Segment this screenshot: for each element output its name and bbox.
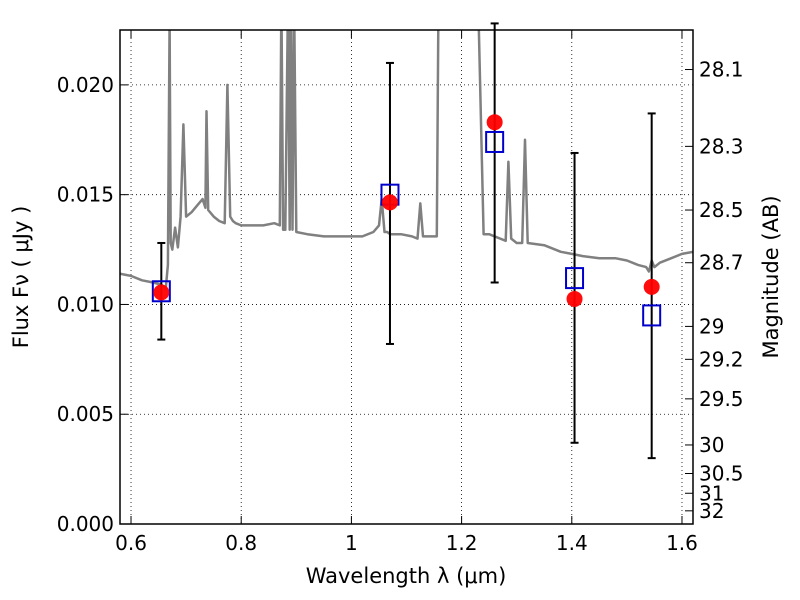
y-tick-label: 0.015	[57, 183, 114, 207]
axis-ticks: 0.6 0.8 1 1.2 1.4 1.6 0.000 0.005 0.010 0.015 0.02…	[57, 30, 744, 555]
observed-flux-point	[643, 278, 660, 295]
magnitude-tick-label: 28.3	[699, 134, 744, 158]
y-tick-label: 0.000	[57, 512, 114, 536]
plot-series	[120, 30, 693, 291]
x-tick-label: 1	[345, 531, 358, 555]
spectrum-line	[120, 30, 693, 291]
model-square-point	[642, 304, 662, 327]
magnitude-tick-label: 30.5	[699, 462, 744, 486]
x-tick-label: 1.4	[556, 531, 588, 555]
observed-flux-point	[566, 290, 583, 307]
grid-lines	[120, 30, 693, 525]
y-axis-label-left: Flux Fν ( μJy )	[9, 206, 33, 349]
observed-flux-point	[381, 194, 398, 211]
y-tick-label: 0.010	[57, 292, 114, 316]
plot-frame	[119, 29, 694, 525]
magnitude-tick-label: 28.5	[699, 198, 744, 222]
x-tick-label: 1.6	[666, 531, 698, 555]
magnitude-tick-label: 30	[699, 433, 724, 457]
model-square-point	[485, 130, 505, 153]
y-axis-label-right: Magnitude (AB)	[759, 195, 783, 358]
magnitude-tick-label: 29.5	[699, 387, 744, 411]
magnitude-tick-label: 29	[699, 314, 724, 338]
magnitude-tick-label: 28.7	[699, 251, 744, 275]
observed-flux-point	[153, 284, 170, 301]
x-tick-label: 1.2	[446, 531, 478, 555]
model-square-point	[151, 280, 171, 303]
x-axis-label: Wavelength λ (μm)	[306, 564, 507, 588]
x-tick-label: 0.6	[115, 531, 147, 555]
y-tick-label: 0.005	[57, 402, 114, 426]
y-tick-label: 0.020	[57, 73, 114, 97]
observed-flux-point	[486, 114, 503, 131]
x-tick-label: 0.8	[225, 531, 257, 555]
model-square-point	[565, 267, 585, 290]
magnitude-tick-label: 31	[699, 481, 724, 505]
magnitude-tick-label: 32	[699, 499, 724, 523]
magnitude-tick-label: 29.2	[699, 347, 744, 371]
magnitude-tick-label: 28.1	[699, 58, 744, 82]
data-markers	[151, 22, 662, 460]
